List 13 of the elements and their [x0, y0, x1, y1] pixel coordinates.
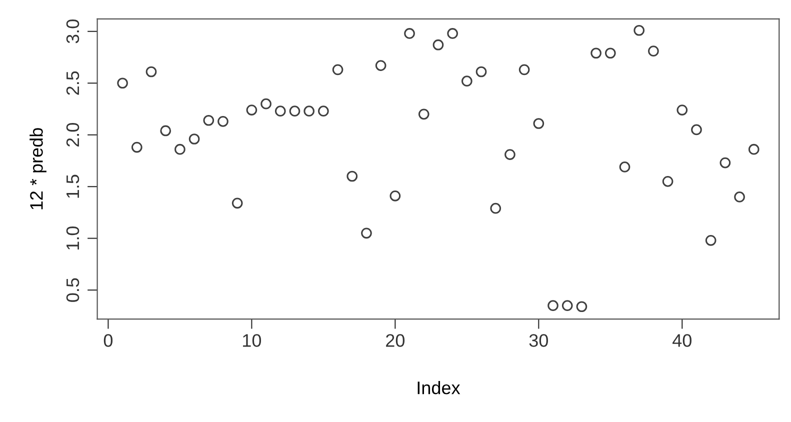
- y-tick-label: 1.0: [66, 226, 80, 250]
- x-tick-label: 40: [672, 334, 692, 347]
- x-tick-label: 20: [386, 334, 405, 347]
- y-tick-label: 2.0: [66, 123, 80, 147]
- x-tick-label: 30: [529, 334, 548, 347]
- y-tick-label: 3.0: [66, 20, 80, 44]
- y-tick-label: 1.5: [66, 174, 80, 198]
- y-axis-title: 12 * predb: [30, 128, 46, 210]
- x-axis-title: Index: [418, 381, 460, 394]
- y-tick-label: 0.5: [66, 278, 80, 302]
- y-tick-label: 2.5: [66, 71, 80, 95]
- x-tick-label: 10: [243, 334, 262, 347]
- x-tick-label: 0: [104, 334, 113, 347]
